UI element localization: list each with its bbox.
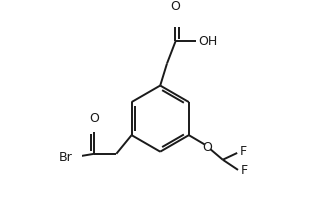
Text: O: O: [203, 141, 213, 154]
Text: O: O: [89, 112, 99, 125]
Text: Br: Br: [58, 151, 72, 164]
Text: F: F: [240, 164, 248, 177]
Text: F: F: [240, 145, 247, 158]
Text: OH: OH: [198, 35, 217, 48]
Text: O: O: [171, 0, 180, 13]
